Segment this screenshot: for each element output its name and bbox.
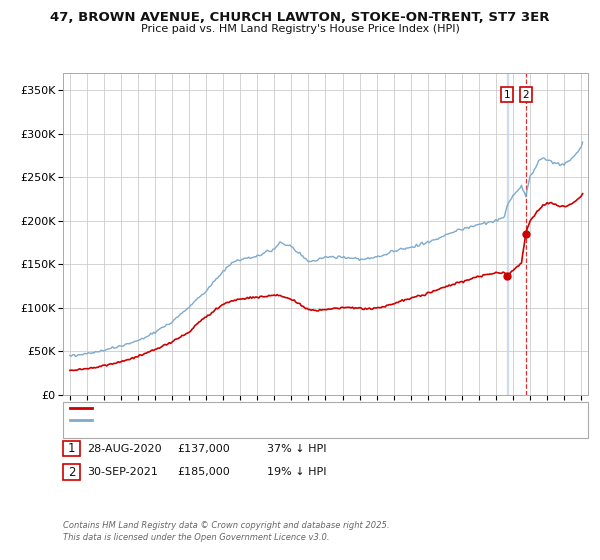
Text: 28-AUG-2020: 28-AUG-2020 <box>87 444 161 454</box>
Text: 2: 2 <box>68 465 75 479</box>
Text: £137,000: £137,000 <box>177 444 230 454</box>
Text: 47, BROWN AVENUE, CHURCH LAWTON, STOKE-ON-TRENT, ST7 3ER: 47, BROWN AVENUE, CHURCH LAWTON, STOKE-O… <box>50 11 550 24</box>
Bar <box>506 73 508 395</box>
Text: 37% ↓ HPI: 37% ↓ HPI <box>267 444 326 454</box>
Text: HPI: Average price, semi-detached house, Cheshire East: HPI: Average price, semi-detached house,… <box>96 416 350 424</box>
Text: 47, BROWN AVENUE, CHURCH LAWTON, STOKE-ON-TRENT, ST7 3ER (semi-detached house): 47, BROWN AVENUE, CHURCH LAWTON, STOKE-O… <box>96 403 508 412</box>
Text: £185,000: £185,000 <box>177 467 230 477</box>
Text: 19% ↓ HPI: 19% ↓ HPI <box>267 467 326 477</box>
Text: 30-SEP-2021: 30-SEP-2021 <box>87 467 158 477</box>
Text: Contains HM Land Registry data © Crown copyright and database right 2025.
This d: Contains HM Land Registry data © Crown c… <box>63 521 389 542</box>
Text: 1: 1 <box>68 442 75 455</box>
Text: Price paid vs. HM Land Registry's House Price Index (HPI): Price paid vs. HM Land Registry's House … <box>140 24 460 34</box>
Text: 1: 1 <box>504 90 511 100</box>
Text: 2: 2 <box>523 90 529 100</box>
